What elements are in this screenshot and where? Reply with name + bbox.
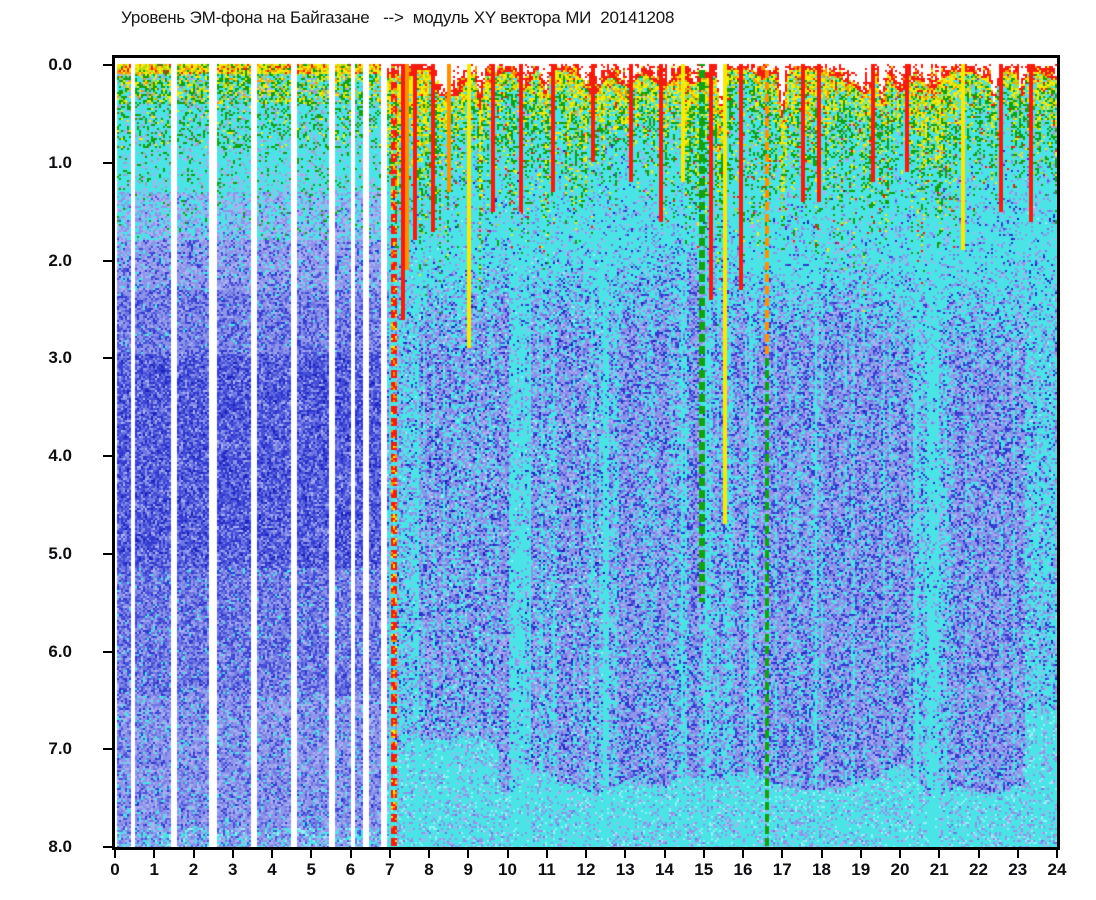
x-tick-label: 14	[655, 860, 674, 879]
y-tick-label: 6.0	[48, 641, 72, 661]
x-tick-mark	[428, 850, 430, 858]
x-tick-mark	[349, 850, 352, 858]
x-tick-mark	[467, 850, 470, 858]
x-tick-label: 6	[345, 860, 356, 879]
y-tick-mark	[103, 357, 112, 360]
x-tick-label: 7	[385, 860, 395, 879]
y-tick-mark	[103, 748, 112, 751]
x-tick-mark	[1056, 850, 1058, 858]
x-tick-mark	[231, 850, 234, 858]
x-tick-label: 12	[576, 860, 596, 879]
x-tick-label: 21	[929, 860, 949, 879]
x-tick-label: 8	[424, 860, 434, 879]
y-tick-label: 0.0	[48, 55, 72, 74]
x-tick-mark	[192, 850, 195, 858]
x-tick-mark	[977, 850, 980, 858]
y-tick-mark	[103, 552, 112, 555]
x-tick-mark	[388, 850, 391, 858]
x-tick-mark	[506, 850, 509, 858]
y-tick-label: 3.0	[48, 348, 72, 368]
x-tick-mark	[899, 850, 901, 858]
x-tick-mark	[702, 850, 705, 858]
x-tick-mark	[1016, 850, 1019, 858]
x-tick-label: 0	[110, 860, 120, 879]
x-tick-mark	[781, 850, 784, 858]
x-tick-label: 4	[267, 860, 277, 879]
y-tick-label: 7.0	[48, 739, 72, 759]
x-tick-label: 19	[851, 860, 871, 879]
y-tick-label: 4.0	[48, 446, 72, 465]
x-tick-label: 3	[228, 860, 238, 879]
x-tick-mark	[820, 850, 823, 858]
y-tick-mark	[103, 455, 112, 457]
x-tick-mark	[742, 850, 744, 858]
x-tick-label: 11	[537, 860, 556, 879]
x-tick-mark	[859, 850, 862, 858]
x-tick-label: 15	[694, 860, 714, 879]
x-tick-label: 18	[812, 860, 831, 879]
x-tick-mark	[114, 850, 116, 858]
chart-title: Уровень ЭМ-фона на Байгазане --> модуль …	[121, 8, 675, 27]
x-tick-label: 10	[498, 860, 517, 879]
x-tick-mark	[545, 850, 548, 858]
y-tick-mark	[103, 846, 112, 848]
x-tick-label: 1	[149, 860, 159, 879]
x-tick-label: 16	[733, 860, 753, 879]
x-tick-mark	[271, 850, 273, 858]
y-tick-label: 8.0	[48, 837, 72, 856]
y-tick-mark	[103, 161, 112, 164]
x-tick-label: 17	[772, 860, 792, 879]
y-tick-mark	[103, 64, 112, 66]
x-tick-label: 2	[188, 860, 199, 879]
x-tick-label: 13	[615, 860, 635, 879]
x-tick-label: 24	[1047, 860, 1067, 879]
x-tick-mark	[153, 850, 156, 858]
spectrogram-canvas	[115, 58, 1057, 847]
x-tick-label: 22	[969, 860, 988, 879]
y-tick-label: 2.0	[48, 250, 72, 270]
y-tick-label: 5.0	[48, 543, 72, 563]
x-tick-mark	[663, 850, 666, 858]
x-tick-mark	[585, 850, 587, 858]
x-tick-label: 5	[306, 860, 316, 879]
x-tick-mark	[624, 850, 627, 858]
x-tick-mark	[310, 850, 313, 858]
y-tick-mark	[103, 259, 112, 262]
x-tick-label: 23	[1008, 860, 1028, 879]
y-tick-mark	[103, 650, 112, 653]
x-tick-label: 9	[463, 860, 473, 879]
y-tick-label: 1.0	[48, 152, 72, 172]
x-tick-mark	[938, 850, 941, 858]
x-tick-label: 20	[890, 860, 910, 879]
